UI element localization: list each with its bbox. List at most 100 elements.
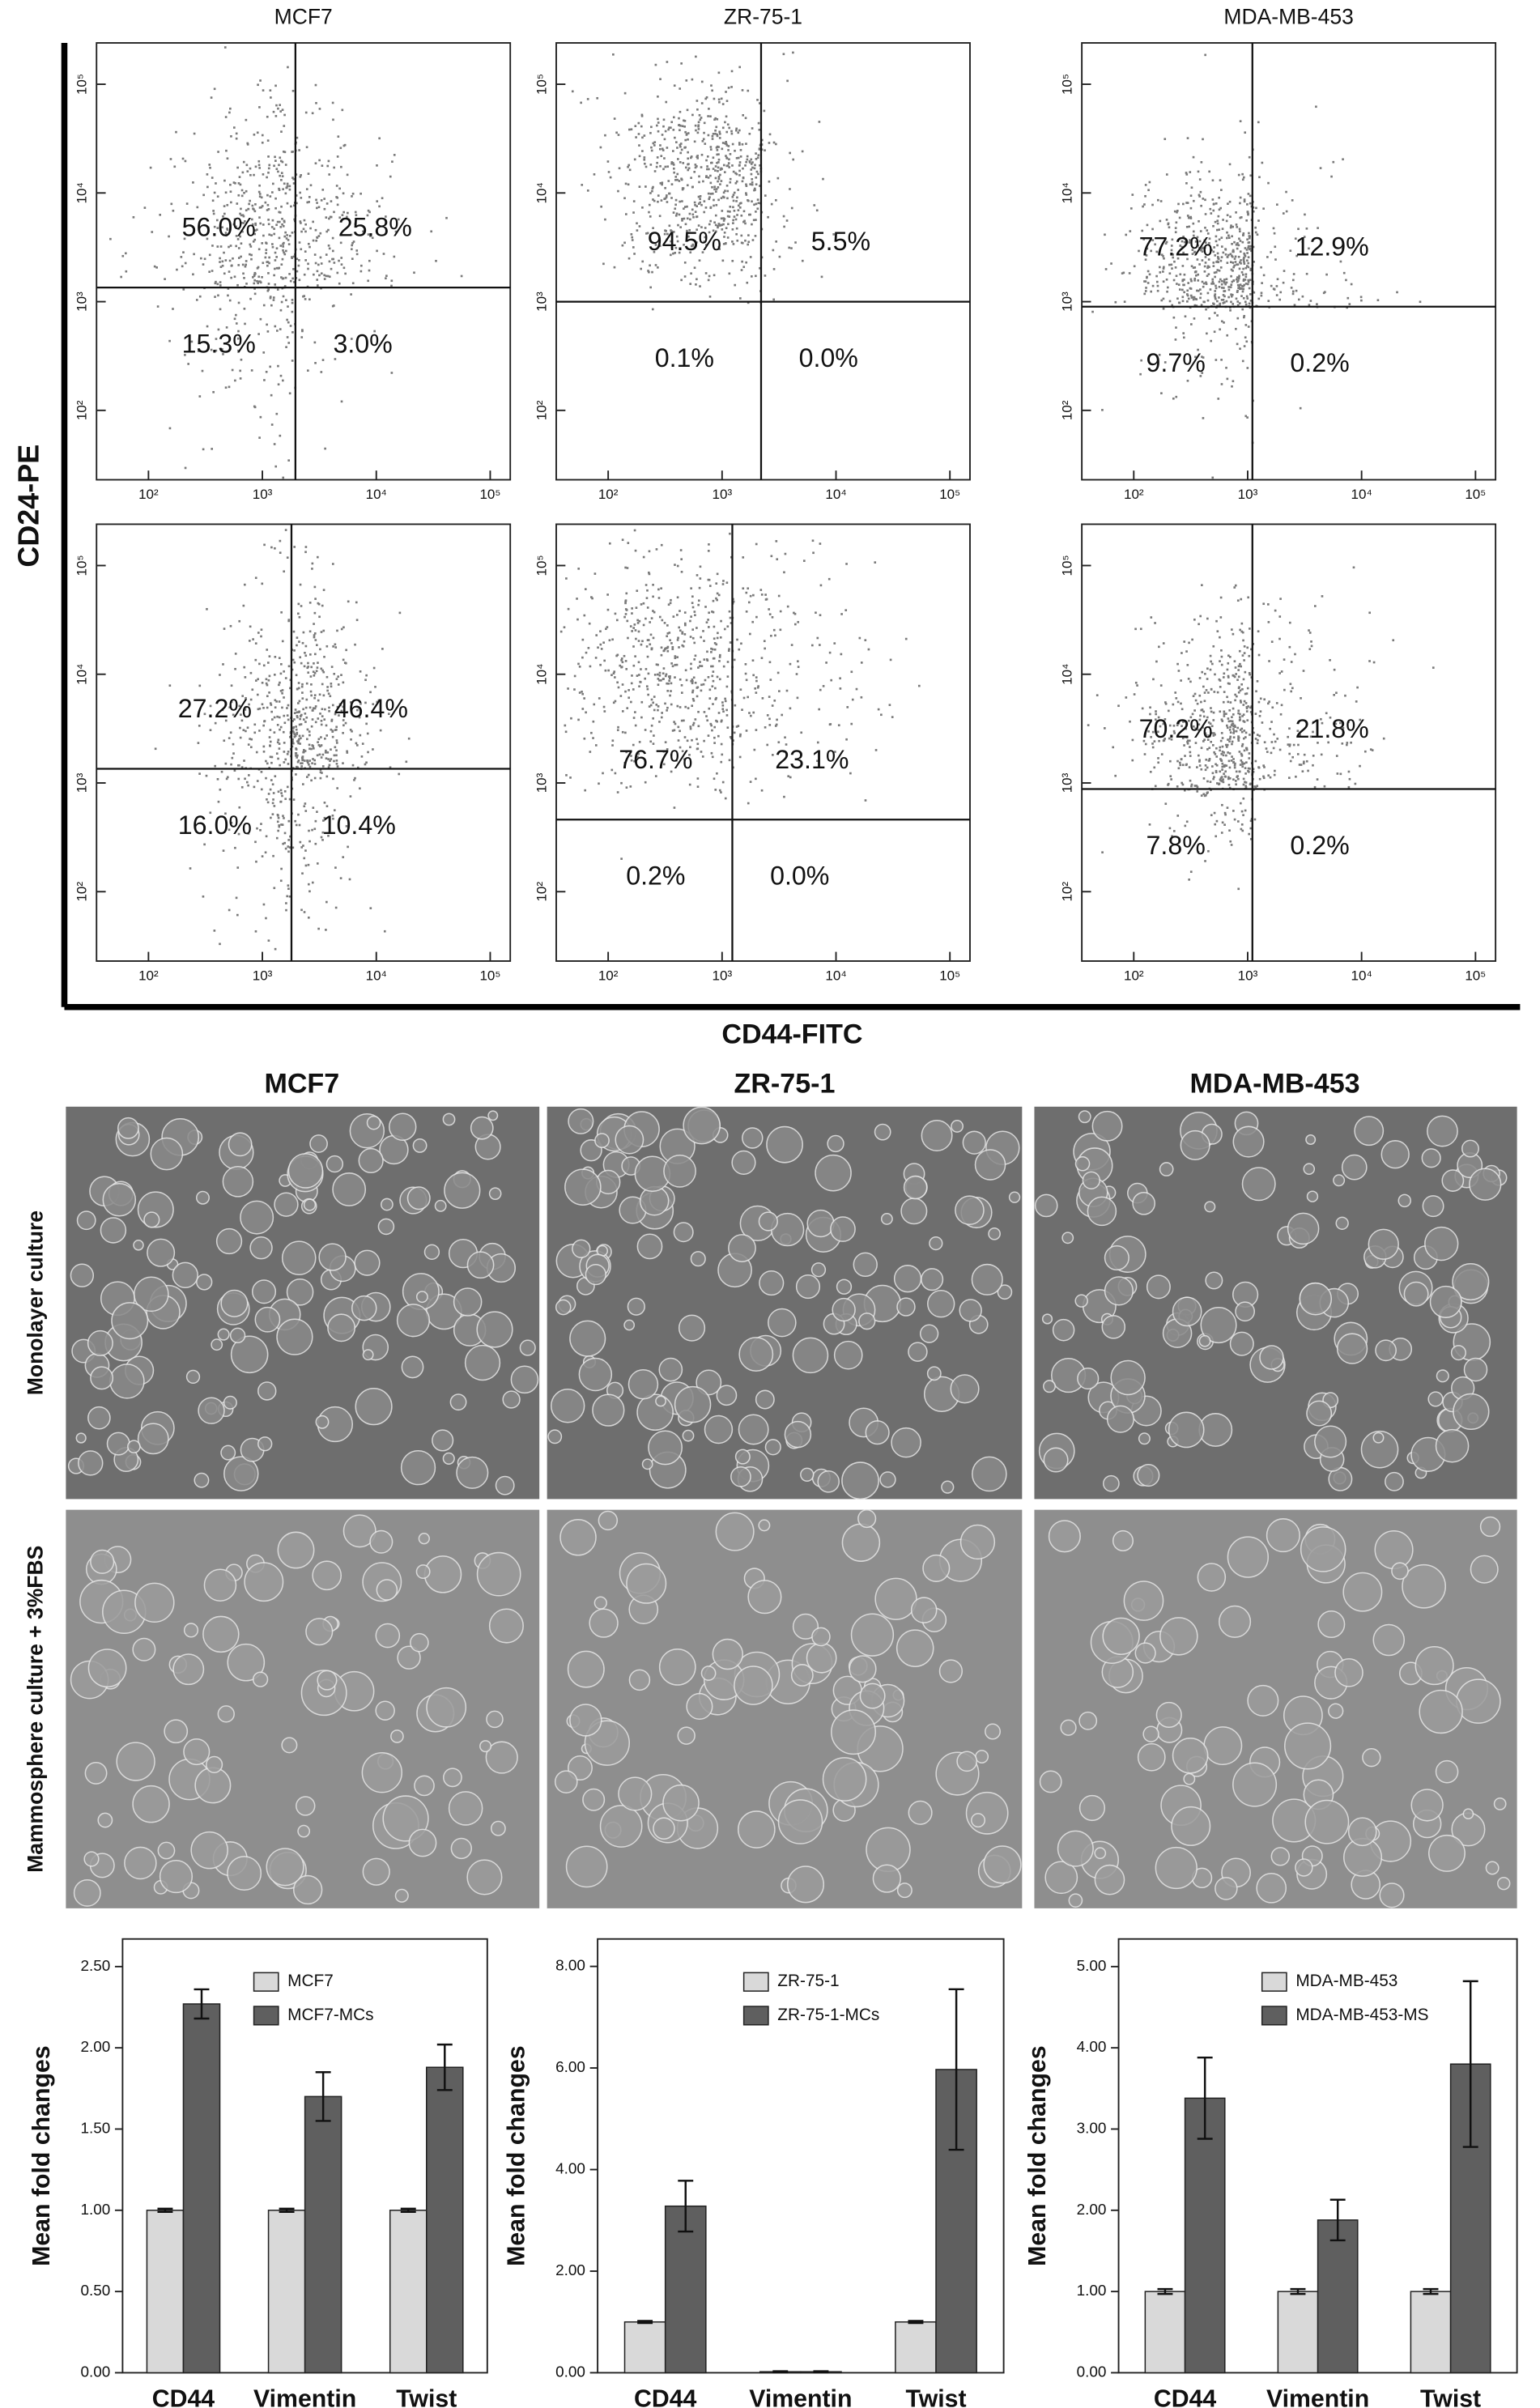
event-dot: [285, 186, 288, 189]
event-dot: [237, 301, 240, 304]
event-dot: [1170, 738, 1173, 741]
event-dot: [250, 257, 253, 261]
event-dot: [776, 177, 780, 180]
event-dot: [280, 662, 283, 666]
cell: [585, 1263, 606, 1286]
event-dot: [1205, 734, 1208, 737]
event-dot: [585, 711, 587, 714]
cell: [786, 1866, 825, 1904]
event-dot: [641, 260, 645, 263]
event-dot: [700, 80, 704, 83]
event-dot: [1237, 691, 1240, 694]
event-dot: [1238, 228, 1241, 231]
event-dot: [735, 127, 738, 130]
event-dot: [235, 225, 237, 228]
cell: [1034, 1193, 1058, 1218]
event-dot: [286, 753, 289, 755]
cell: [157, 1841, 176, 1860]
cell: [859, 1683, 886, 1709]
event-dot: [355, 601, 358, 604]
event-dot: [1248, 672, 1251, 674]
event-dot: [1302, 762, 1305, 765]
event-dot: [347, 845, 349, 849]
event-dot: [674, 178, 677, 181]
event-dot: [298, 700, 301, 703]
event-dot: [777, 594, 781, 598]
event-dot: [338, 703, 342, 706]
event-dot: [1227, 776, 1230, 779]
cell: [1303, 1163, 1316, 1176]
event-dot: [1240, 665, 1243, 668]
event-dot: [657, 266, 659, 269]
event-dot: [154, 747, 157, 751]
event-dot: [265, 241, 267, 245]
event-dot: [330, 200, 333, 202]
cell: [658, 1357, 683, 1382]
event-dot: [1256, 734, 1259, 736]
event-dot: [693, 170, 696, 173]
event-dot: [760, 138, 764, 142]
event-dot: [297, 612, 300, 615]
cell: [1205, 1271, 1223, 1290]
event-dot: [684, 166, 687, 169]
event-dot: [311, 762, 313, 765]
event-dot: [293, 712, 296, 715]
event-dot: [674, 136, 676, 139]
event-dot: [830, 679, 833, 682]
event-dot: [300, 762, 302, 765]
event-dot: [1276, 738, 1279, 740]
event-dot: [369, 691, 372, 694]
event-dot: [735, 725, 738, 728]
event-dot: [1158, 266, 1161, 269]
event-dot: [676, 172, 679, 176]
quadrant-label: 0.0%: [799, 343, 858, 372]
event-dot: [1215, 771, 1218, 774]
event-dot: [703, 200, 706, 202]
event-dot: [1283, 688, 1286, 691]
event-dot: [630, 128, 633, 131]
event-dot: [303, 911, 306, 913]
event-dot: [696, 100, 699, 102]
event-dot: [1179, 764, 1182, 767]
event-dot: [1143, 292, 1146, 296]
event-dot: [721, 708, 725, 711]
event-dot: [391, 160, 394, 163]
event-dot: [1242, 176, 1245, 179]
event-dot: [240, 189, 244, 192]
event-dot: [669, 675, 671, 678]
event-dot: [222, 849, 225, 852]
cell: [1342, 1572, 1383, 1612]
event-dot: [266, 330, 270, 333]
event-dot: [341, 108, 344, 112]
cell: [1305, 1134, 1317, 1145]
event-dot: [279, 328, 282, 330]
event-dot: [1184, 315, 1187, 318]
cell: [554, 1770, 578, 1794]
event-dot: [342, 762, 344, 764]
event-dot: [271, 718, 274, 721]
event-dot: [245, 730, 247, 733]
event-dot: [284, 192, 287, 195]
x-tick-label: 10²: [138, 968, 159, 983]
event-dot: [684, 223, 687, 226]
event-dot: [690, 679, 693, 683]
event-dot: [1215, 235, 1218, 238]
event-dot: [1152, 678, 1155, 681]
event-dot: [692, 215, 695, 219]
event-dot: [275, 168, 279, 171]
event-dot: [633, 253, 636, 255]
event-dot: [342, 266, 346, 270]
event-dot: [683, 736, 687, 738]
event-dot: [794, 241, 797, 244]
event-dot: [1238, 302, 1241, 304]
event-dot: [666, 194, 668, 197]
event-dot: [257, 708, 260, 711]
event-dot: [674, 655, 677, 657]
event-dot: [1239, 716, 1241, 719]
event-dot: [1151, 746, 1155, 749]
event-dot: [1219, 636, 1221, 639]
event-dot: [1198, 764, 1202, 767]
event-dot: [297, 602, 300, 606]
event-dot: [721, 259, 725, 262]
event-dot: [647, 693, 649, 696]
